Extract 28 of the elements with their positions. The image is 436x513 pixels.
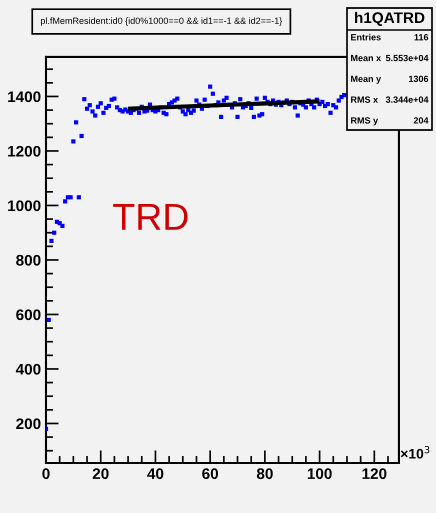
x-tick-label: 20: [92, 468, 109, 480]
y-tick-label: 600: [16, 309, 41, 320]
text: 1306: [409, 76, 428, 82]
annotation: TRD: [113, 204, 188, 230]
text: Entries: [351, 34, 381, 40]
x-tick-label: 120: [362, 468, 386, 480]
y-tick-label: 1200: [8, 146, 41, 157]
annotation: Mean x: [351, 54, 382, 62]
x-tick-label: 60: [202, 468, 218, 480]
x-tick-label: 80: [256, 468, 273, 480]
chart-title: pl.fMemResident:id0 {id0%1000==0 && id1==-1 && id2==-1}: [40, 17, 282, 26]
y-tick-label: 1400: [8, 91, 41, 102]
annotation: 5.553e+04: [386, 54, 428, 62]
y-tick-label: 200: [16, 418, 41, 430]
x-tick-label: 0: [42, 468, 50, 480]
y-tick-label: 800: [16, 254, 41, 266]
text: ×10$^{3}$: [400, 446, 430, 459]
y-tick-label: 1000: [8, 200, 41, 212]
text: 116: [414, 34, 428, 40]
annotation: RMS x: [351, 96, 378, 103]
x-tick-label: 40: [147, 468, 164, 480]
y-tick-label: 400: [16, 364, 41, 375]
text: h1QATRD: [355, 12, 424, 26]
x-tick-label: 100: [308, 468, 332, 480]
annotation: RMS y: [351, 117, 378, 126]
annotation: 3.344e+04: [386, 96, 428, 103]
text: 204: [414, 117, 428, 124]
annotation: Mean y: [351, 76, 382, 84]
